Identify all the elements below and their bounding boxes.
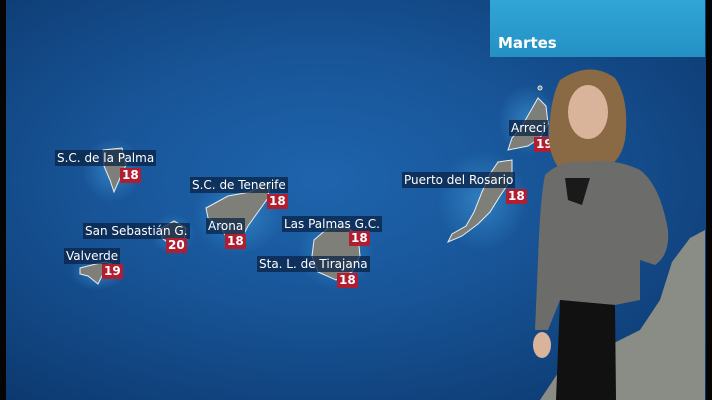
city-label: Arreci <box>509 120 548 136</box>
presenter-trousers <box>556 300 616 400</box>
presenter-hand <box>533 332 551 358</box>
day-label: Martes <box>498 34 557 52</box>
city-label: Sta. L. de Tirajana <box>257 256 370 272</box>
temperature-badge: 18 <box>349 231 370 246</box>
temperature-badge: 18 <box>225 234 246 249</box>
temperature-badge: 20 <box>166 238 187 253</box>
african-coast <box>540 230 705 400</box>
presenter-face <box>568 85 608 139</box>
day-header: Martes <box>490 0 705 57</box>
city-label: Arona <box>206 218 246 234</box>
temperature-badge: 19 <box>534 137 555 152</box>
temperature-badge: 19 <box>102 264 123 279</box>
presenter-jacket <box>535 161 669 330</box>
temperature-badge: 18 <box>337 273 358 288</box>
temperature-badge: 18 <box>267 194 288 209</box>
frame-border-left <box>0 0 6 400</box>
city-label: S.C. de Tenerife <box>190 177 288 193</box>
frame-border-right <box>706 0 712 400</box>
city-label: Valverde <box>64 248 121 264</box>
city-label: Puerto del Rosario <box>402 172 516 188</box>
presenter-top <box>565 178 590 205</box>
city-label: S.C. de la Palma <box>55 150 157 166</box>
city-label: Las Palmas G.C. <box>282 216 382 232</box>
temperature-badge: 18 <box>506 189 527 204</box>
city-label: San Sebastián G. <box>83 223 190 239</box>
temperature-badge: 18 <box>120 168 141 183</box>
